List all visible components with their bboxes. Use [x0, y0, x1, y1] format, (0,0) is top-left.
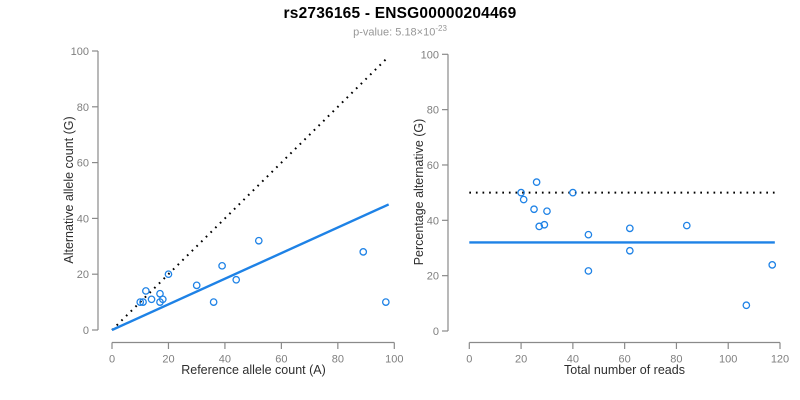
- x-tick-label: 40: [567, 354, 579, 366]
- x-tick-label: 60: [619, 354, 631, 366]
- y-tick-label: 100: [421, 49, 439, 61]
- identity-line: [111, 58, 387, 331]
- right-x-axis-title: Total number of reads: [564, 363, 685, 377]
- data-point: [254, 236, 263, 245]
- data-point: [532, 178, 541, 186]
- data-point: [625, 224, 634, 233]
- data-point: [192, 281, 201, 290]
- y-tick-label: 40: [427, 215, 439, 227]
- data-point: [543, 207, 551, 216]
- left-plot: 0 20 40 60 80 100 0 20 40 60 80 100: [71, 46, 404, 366]
- data-point: [540, 220, 549, 229]
- data-point: [136, 298, 145, 306]
- right-y-axis-title: Percentage alternative (G): [412, 118, 426, 266]
- data-point: [232, 275, 241, 284]
- data-point: [530, 205, 538, 214]
- p-value-text: p-value: 5.18×10: [353, 26, 436, 39]
- x-tick-label: 60: [275, 354, 287, 366]
- y-tick-label: 60: [77, 158, 89, 170]
- data-point: [359, 248, 368, 256]
- data-point: [584, 230, 593, 239]
- y-tick-label: 80: [77, 102, 89, 114]
- regression-line: [111, 203, 390, 332]
- data-point: [535, 222, 544, 231]
- data-point: [625, 246, 634, 255]
- data-point: [158, 295, 167, 304]
- y-tick-label: 0: [83, 325, 89, 337]
- figure-title: rs2736165 - ENSG00000204469: [283, 5, 517, 22]
- x-tick-label: 100: [719, 354, 737, 366]
- p-value-exponent: -23: [435, 24, 447, 33]
- data-point: [209, 298, 218, 306]
- data-point: [381, 298, 390, 306]
- data-point: [218, 261, 226, 270]
- y-tick-label: 60: [427, 160, 439, 172]
- data-point: [584, 267, 593, 275]
- data-point: [569, 188, 577, 197]
- data-point: [147, 295, 156, 304]
- data-point: [517, 188, 525, 197]
- data-point: [139, 298, 147, 306]
- data-point: [742, 301, 751, 310]
- data-point: [768, 261, 777, 269]
- x-tick-label: 20: [162, 354, 174, 366]
- data-point: [164, 270, 173, 279]
- figure-subtitle: p-value: 5.18×10-23: [0, 24, 800, 39]
- left-y-axis-title: Alternative allele count (G): [62, 116, 76, 264]
- data-point: [142, 287, 150, 295]
- y-tick-label: 0: [433, 326, 439, 338]
- x-tick-label: 80: [670, 354, 682, 366]
- y-tick-label: 20: [77, 269, 89, 281]
- right-plot: 0 20 40 60 80 100 0 20 40 60 80 100 120: [421, 49, 790, 365]
- left-x-axis-title: Reference allele count (A): [181, 363, 326, 377]
- x-tick-label: 0: [109, 354, 115, 366]
- data-point: [682, 221, 691, 230]
- x-tick-label: 100: [385, 354, 403, 366]
- x-tick-label: 40: [219, 354, 231, 366]
- y-tick-label: 20: [427, 271, 439, 283]
- x-tick-label: 20: [515, 354, 527, 366]
- y-tick-label: 100: [71, 46, 89, 58]
- y-tick-label: 80: [427, 105, 439, 117]
- x-tick-label: 0: [466, 354, 472, 366]
- y-tick-label: 40: [77, 213, 89, 225]
- data-point: [519, 195, 528, 204]
- x-tick-label: 120: [771, 354, 789, 366]
- x-tick-label: 80: [332, 354, 344, 366]
